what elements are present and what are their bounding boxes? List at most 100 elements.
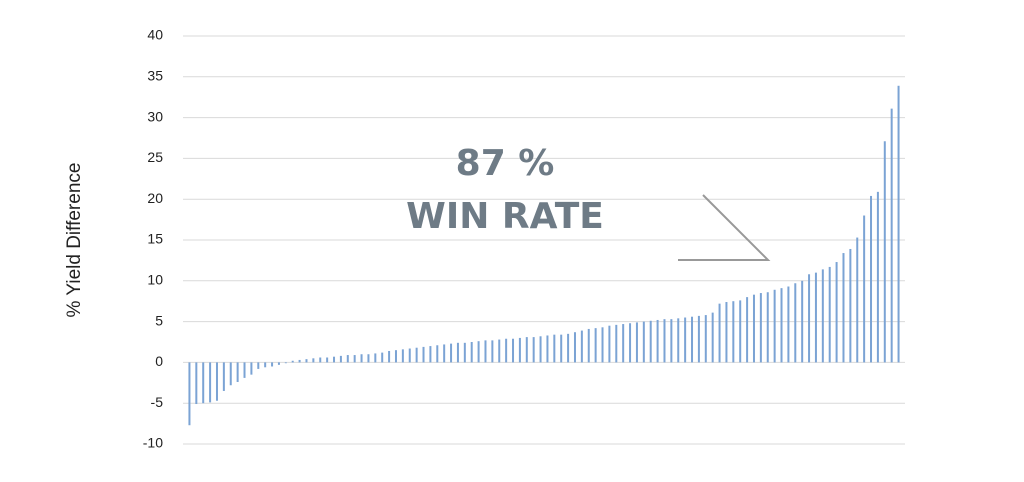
annotation: WIN RATE (406, 196, 604, 237)
plot-area: -10 -5 0 5 10 15 20 25 30 35 40 (143, 27, 905, 451)
bar (491, 340, 494, 363)
bar (394, 350, 397, 363)
bar (649, 320, 652, 363)
bar (546, 335, 549, 363)
bar (725, 302, 728, 363)
bar (222, 362, 225, 391)
bar (746, 297, 749, 363)
bar (635, 322, 638, 363)
y-tick-label: 15 (147, 231, 163, 247)
bar (229, 362, 232, 386)
bar (202, 362, 205, 404)
bar (408, 348, 411, 363)
bar (876, 191, 879, 363)
bar (794, 283, 797, 363)
bar (532, 337, 535, 363)
y-tick-label: -10 (143, 435, 163, 451)
y-tick-label: -5 (151, 394, 164, 410)
bar (821, 269, 824, 363)
bar (732, 301, 735, 363)
bar (849, 248, 852, 363)
y-tick-label: 20 (147, 190, 163, 206)
bar (801, 280, 804, 363)
bar (828, 266, 831, 363)
bar (388, 350, 391, 363)
bar (711, 312, 714, 363)
y-axis-label: % Yield Difference (64, 163, 85, 318)
bar (436, 345, 439, 363)
bar (518, 337, 521, 363)
annotation: 87 % (456, 143, 555, 184)
bar (450, 343, 453, 363)
bar (773, 289, 776, 363)
bar (291, 360, 294, 363)
bar (257, 362, 260, 369)
bar (629, 323, 632, 363)
bar (477, 341, 480, 363)
bar (808, 274, 811, 363)
bar (209, 362, 212, 403)
bar (195, 362, 198, 405)
bar (512, 338, 515, 363)
bar (780, 288, 783, 363)
bar (360, 354, 363, 363)
bar (883, 141, 886, 363)
y-tick-label: 40 (147, 27, 163, 43)
bar (505, 338, 508, 363)
bar (842, 253, 845, 363)
bar (580, 330, 583, 363)
bar (752, 294, 755, 363)
bar (615, 324, 618, 363)
bar (346, 355, 349, 363)
bar (339, 355, 342, 363)
bar (284, 362, 287, 364)
bar (236, 362, 239, 382)
bar (766, 292, 769, 363)
bar (856, 237, 859, 363)
bar (243, 362, 246, 378)
bar (456, 342, 459, 363)
bar (684, 317, 687, 363)
bar (677, 318, 680, 363)
bar (739, 300, 742, 363)
bar (814, 272, 817, 363)
bar (367, 354, 370, 363)
bar (704, 315, 707, 363)
bar (498, 339, 501, 363)
bar (567, 333, 570, 363)
bar (560, 334, 563, 363)
bar (312, 358, 315, 363)
bar (353, 355, 356, 363)
bar (835, 262, 838, 363)
bar (333, 356, 336, 363)
bar (787, 286, 790, 363)
bar (271, 362, 274, 367)
bar (663, 319, 666, 363)
bar (381, 352, 384, 363)
bar (188, 362, 191, 426)
bar (670, 319, 673, 363)
y-tick-label: 35 (147, 68, 163, 84)
bar (422, 346, 425, 363)
bar (326, 357, 329, 363)
bar (374, 353, 377, 363)
bar (759, 293, 762, 363)
y-tick-label: 0 (155, 353, 163, 369)
bar (870, 195, 873, 363)
bar (298, 359, 301, 363)
bar (305, 359, 308, 363)
bar (264, 362, 267, 368)
y-tick-label: 25 (147, 149, 163, 165)
bar (443, 344, 446, 363)
bar (863, 215, 866, 363)
bar (691, 316, 694, 363)
bar (601, 327, 604, 363)
y-tick-label: 5 (155, 312, 163, 328)
bar (250, 362, 253, 375)
bar (484, 340, 487, 363)
bar (319, 357, 322, 363)
bar (608, 325, 611, 363)
bar (622, 324, 625, 363)
bar (415, 347, 418, 363)
